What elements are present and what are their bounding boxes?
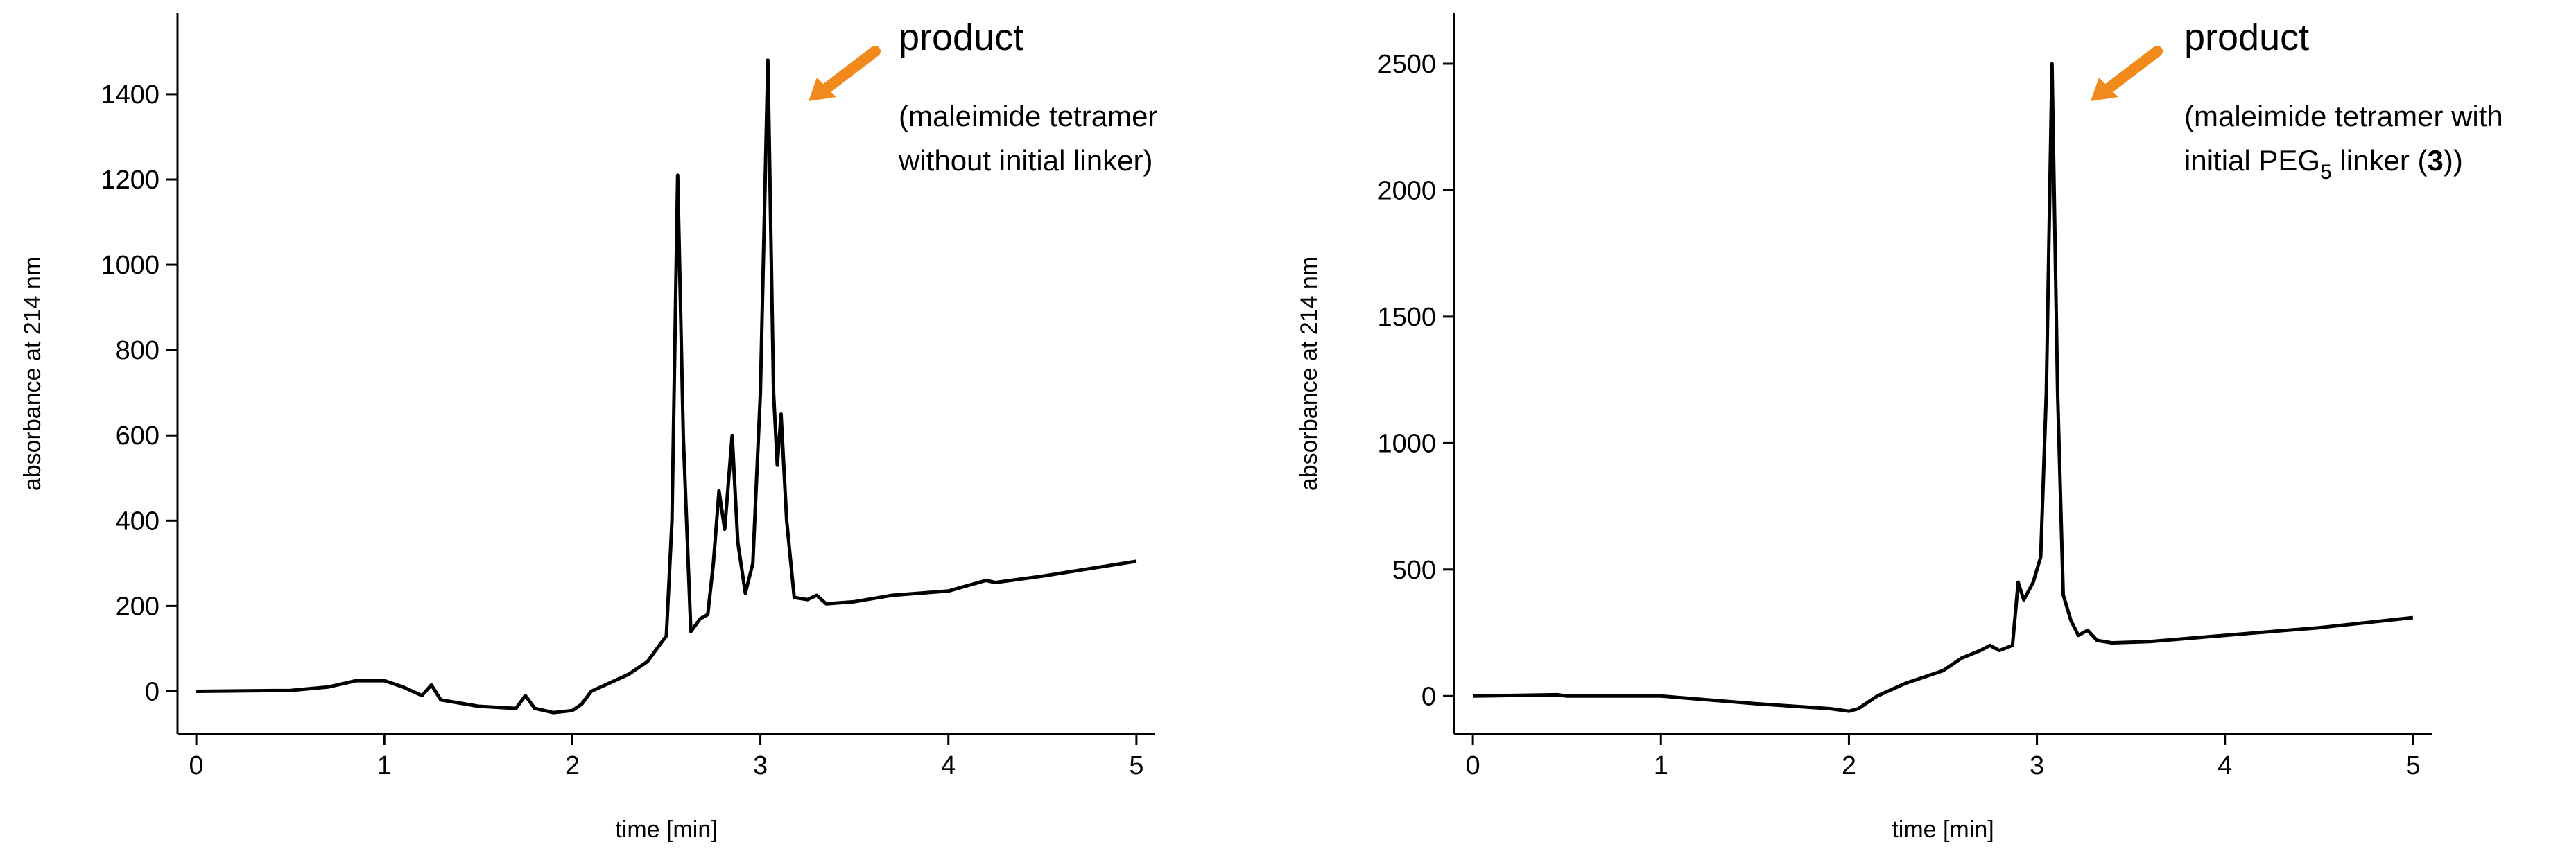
x-tick-label: 0 [1466,751,1480,780]
y-tick-label: 2500 [1377,50,1436,79]
y-tick-label: 800 [116,336,159,365]
x-tick-label: 4 [941,751,956,780]
y-tick-label: 500 [1392,556,1436,585]
y-tick-label: 0 [1421,682,1436,711]
annotation-subscript: 5 [2320,161,2332,184]
arrow-left [809,46,881,101]
x-tick-label: 3 [753,751,768,780]
annotation-line: (maleimide tetramer with [2184,100,2503,132]
x-tick-label: 1 [1654,751,1668,780]
annotation-line: initial PEG5 linker (3)) [2184,144,2463,184]
x-axis-label: time [min] [615,816,717,843]
y-tick-label: 2000 [1377,176,1436,205]
x-tick-label: 3 [2030,751,2044,780]
y-tick-label: 1000 [1377,429,1436,458]
x-tick-label: 0 [189,751,204,780]
y-tick-label: 1000 [101,251,159,280]
y-tick-label: 1200 [101,166,159,195]
y-axis-label: absorbance at 214 nm [1296,256,1322,491]
y-tick-label: 1500 [1377,303,1436,332]
annotation-title: product [2184,17,2309,58]
annotation-bold: 3 [2427,144,2443,177]
x-tick-label: 5 [1129,751,1143,780]
y-tick-label: 0 [145,677,159,706]
arrow-right [2091,46,2163,101]
y-tick-label: 1400 [101,80,159,110]
annotation-title: product [899,17,1023,58]
annotation-text: initial PEG [2184,144,2320,177]
annotation-text: )) [2444,144,2463,177]
chromatogram-line [196,58,1137,715]
x-tick-label: 2 [565,751,580,780]
chromatogram-line [1473,62,2414,713]
y-axis-label: absorbance at 214 nm [19,256,46,491]
x-tick-label: 5 [2405,751,2420,780]
annotation-text: linker ( [2332,144,2428,177]
y-tick-label: 400 [116,507,159,536]
y-tick-label: 600 [116,421,159,450]
x-tick-label: 2 [1842,751,1856,780]
x-axis-label: time [min] [1892,816,1994,843]
annotation-line: (maleimide tetramer [899,100,1157,132]
x-tick-label: 1 [377,751,392,780]
x-tick-label: 4 [2218,751,2232,780]
y-tick-label: 200 [116,592,159,621]
annotation-line: without initial linker) [898,144,1152,177]
